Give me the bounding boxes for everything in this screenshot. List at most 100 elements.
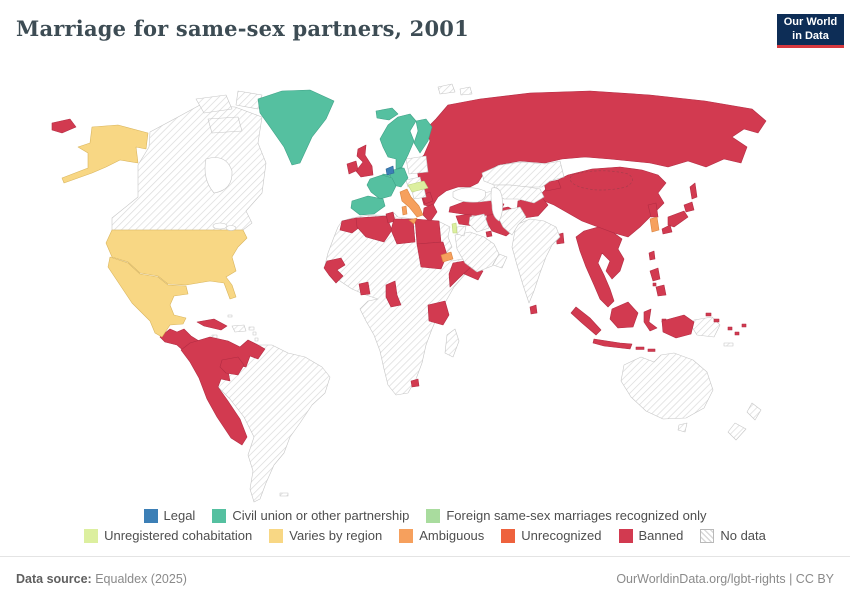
country-indonesia-borneo[interactable] (609, 301, 639, 329)
map-region-legal[interactable] (385, 165, 395, 176)
country-cuba[interactable] (196, 318, 228, 331)
country-france[interactable] (366, 174, 397, 200)
country-poland[interactable] (405, 155, 429, 175)
country-united-states[interactable] (105, 229, 248, 300)
country-hungary-slovenia[interactable] (407, 180, 429, 193)
country-greenland[interactable] (257, 89, 335, 166)
country-united-kingdom[interactable] (355, 144, 374, 178)
country-finland[interactable] (413, 118, 433, 154)
country-colombia-venezuela-ecuador-peru[interactable] (180, 336, 266, 446)
country-netherlands[interactable] (385, 165, 395, 176)
lesser-sunda[interactable] (647, 348, 656, 352)
falkland-islands[interactable] (279, 492, 289, 497)
sardinia[interactable] (401, 205, 408, 216)
country-greece[interactable] (422, 203, 438, 223)
country-germany[interactable] (389, 167, 409, 188)
owid-logo[interactable]: Our World in Data (777, 14, 844, 48)
country-kuwait[interactable] (485, 230, 493, 238)
country-indonesia-sumatra[interactable] (570, 306, 602, 336)
country-indonesia-java[interactable] (592, 338, 633, 350)
arctic-islands[interactable] (207, 116, 243, 134)
country-new-zealand[interactable] (746, 402, 762, 421)
country-india[interactable] (511, 218, 561, 304)
country-oman-uae[interactable] (492, 253, 508, 269)
legend-item-varies_by_region[interactable]: Varies by region (269, 528, 382, 543)
country-australia[interactable] (620, 352, 714, 420)
tasmania[interactable] (677, 422, 688, 433)
country-morocco[interactable] (339, 217, 362, 234)
map-region-civil-union[interactable] (257, 89, 433, 216)
country-madagascar[interactable] (444, 328, 460, 358)
country-north-korea[interactable] (647, 202, 659, 218)
sicily[interactable] (408, 217, 418, 225)
country-hispaniola[interactable] (231, 324, 247, 333)
country-eritrea[interactable] (440, 251, 454, 263)
map-region-banned[interactable] (51, 90, 767, 446)
country-indonesia-sulawesi[interactable] (643, 308, 658, 332)
legend-item-unrecognized[interactable]: Unrecognized (501, 528, 602, 543)
country-fiji[interactable] (727, 326, 733, 331)
country-egypt[interactable] (414, 218, 442, 245)
solomon-islands[interactable] (713, 318, 720, 323)
country-tanzania[interactable] (427, 300, 450, 326)
country-libya[interactable] (390, 218, 416, 245)
country-iraq[interactable] (468, 213, 490, 233)
legend-item-banned[interactable]: Banned (618, 528, 683, 543)
country-italy[interactable] (399, 188, 424, 218)
puerto-rico[interactable] (248, 326, 255, 331)
country-taiwan[interactable] (648, 250, 656, 261)
country-new-zealand[interactable] (727, 422, 747, 441)
country-vanuatu[interactable] (734, 331, 740, 336)
lesser-sunda[interactable] (635, 346, 645, 350)
bahamas[interactable] (227, 314, 233, 318)
country-israel[interactable] (451, 222, 458, 234)
map-region-no-data-overlays[interactable] (405, 155, 565, 304)
footer-link[interactable]: OurWorldinData.org/lgbt-rights | CC BY (616, 571, 834, 586)
country-russia-eastern-europe[interactable] (415, 90, 767, 208)
svalbard[interactable] (437, 83, 456, 95)
map-region-unregistered-cohabitation[interactable] (407, 180, 458, 234)
country-norway-sweden[interactable] (379, 113, 417, 170)
legend-item-no_data[interactable]: No data (700, 528, 766, 543)
country-lesotho[interactable] (410, 378, 420, 388)
country-japan[interactable] (667, 210, 689, 228)
country-senegal-guinea[interactable] (323, 257, 346, 284)
alaska-united-states[interactable] (61, 124, 149, 184)
country-japan[interactable] (661, 224, 673, 235)
country-paraguay[interactable] (219, 356, 245, 376)
country-ireland[interactable] (346, 160, 359, 175)
legend-item-ambiguous[interactable]: Ambiguous (399, 528, 484, 543)
country-mexico[interactable] (107, 256, 189, 338)
country-south-korea[interactable] (649, 216, 660, 233)
country-iceland[interactable] (375, 107, 399, 121)
legend-item-unregistered_cohabitation[interactable]: Unregistered cohabitation (84, 528, 252, 543)
country-canada[interactable] (111, 104, 267, 231)
legend-item-legal[interactable]: Legal (143, 508, 195, 523)
country-china[interactable] (539, 166, 667, 238)
country-ghana[interactable] (358, 281, 371, 296)
legend-item-foreign_recognized[interactable]: Foreign same-sex marriages recognized on… (426, 508, 706, 523)
map-region-ambiguous[interactable] (399, 188, 660, 263)
arctic-islands[interactable] (235, 90, 263, 110)
mainland-southeast-asia[interactable] (575, 226, 625, 308)
country-kyrgyzstan-tajikistan[interactable] (543, 179, 562, 192)
chukotka-russia[interactable] (51, 118, 77, 134)
sakhalin[interactable] (689, 182, 698, 200)
country-japan[interactable] (683, 201, 695, 213)
legend-item-civil_union[interactable]: Civil union or other partnership (212, 508, 409, 523)
country-philippines[interactable] (655, 284, 667, 297)
map-region-varies-by-region[interactable] (61, 124, 248, 338)
solomon-islands[interactable] (705, 312, 712, 317)
svalbard[interactable] (459, 86, 473, 96)
lesser-antilles[interactable] (254, 337, 259, 342)
lesser-antilles[interactable] (252, 331, 257, 336)
country-sri-lanka[interactable] (529, 304, 538, 315)
country-spain-portugal[interactable] (350, 195, 386, 216)
country-algeria[interactable] (355, 215, 393, 243)
world-map[interactable] (0, 75, 850, 505)
country-philippines[interactable] (649, 267, 661, 282)
country-cameroon[interactable] (385, 280, 402, 308)
new-caledonia[interactable] (723, 342, 734, 347)
country-philippines[interactable] (652, 282, 657, 287)
country-fiji[interactable] (741, 323, 747, 328)
